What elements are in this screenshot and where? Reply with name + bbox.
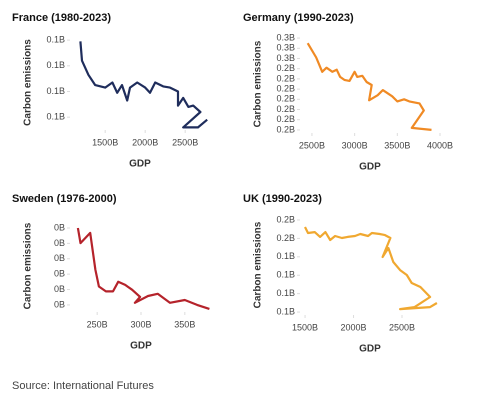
y-axis-label: Carbon emissions bbox=[23, 222, 34, 309]
x-tick-label: 1500B bbox=[92, 137, 118, 147]
y-tick-label: 0.3B bbox=[276, 43, 295, 53]
x-tick-label: 3000B bbox=[342, 140, 368, 150]
x-axis-label: GDP bbox=[359, 162, 381, 173]
panel-title: France (1980-2023) bbox=[12, 12, 111, 24]
y-tick-label: 0.3B bbox=[276, 32, 295, 42]
x-tick-label: 2000B bbox=[132, 137, 158, 147]
y-tick-label: 0.2B bbox=[276, 94, 295, 104]
x-tick-label: 4000B bbox=[427, 140, 453, 150]
y-tick-label: 0.1B bbox=[46, 86, 65, 96]
y-tick-label: 0B bbox=[54, 299, 65, 309]
x-tick-label: 2500B bbox=[299, 140, 325, 150]
y-tick-label: 0.1B bbox=[46, 60, 65, 70]
y-tick-label: 0B bbox=[54, 284, 65, 294]
data-line bbox=[76, 227, 210, 310]
y-tick-label: 0.1B bbox=[276, 251, 295, 261]
y-axis-label: Carbon emissions bbox=[253, 221, 264, 308]
x-tick-label: 2000B bbox=[341, 322, 367, 332]
x-tick-label: 250B bbox=[87, 319, 108, 329]
y-tick-label: 0.1B bbox=[276, 306, 295, 316]
x-axis-label: GDP bbox=[130, 341, 152, 352]
y-tick-label: 0B bbox=[54, 269, 65, 279]
y-tick-label: 0B bbox=[54, 253, 65, 263]
y-tick-label: 0.2B bbox=[276, 124, 295, 134]
y-tick-label: 0.1B bbox=[46, 112, 65, 122]
data-line bbox=[79, 41, 208, 129]
data-line bbox=[304, 226, 438, 311]
y-tick-label: 0.1B bbox=[276, 270, 295, 280]
y-tick-label: 0.2B bbox=[276, 83, 295, 93]
y-axis-label: Carbon emissions bbox=[23, 39, 34, 126]
y-axis-label: Carbon emissions bbox=[253, 40, 264, 127]
x-tick-label: 300B bbox=[130, 319, 151, 329]
y-tick-label: 0.2B bbox=[276, 114, 295, 124]
y-tick-label: 0B bbox=[54, 238, 65, 248]
y-tick-label: 0.2B bbox=[276, 63, 295, 73]
y-tick-label: 0.2B bbox=[276, 104, 295, 114]
panel-title: UK (1990-2023) bbox=[243, 193, 322, 205]
y-tick-label: 0.1B bbox=[276, 288, 295, 298]
y-tick-label: 0.2B bbox=[276, 214, 295, 224]
x-tick-label: 1500B bbox=[292, 322, 318, 332]
y-tick-label: 0.3B bbox=[276, 53, 295, 63]
y-tick-label: 0.1B bbox=[46, 35, 65, 45]
x-tick-label: 350B bbox=[174, 319, 195, 329]
y-tick-label: 0.2B bbox=[276, 233, 295, 243]
panel-title: Sweden (1976-2000) bbox=[12, 193, 117, 205]
data-line bbox=[306, 42, 432, 131]
y-tick-label: 0.2B bbox=[276, 73, 295, 83]
x-axis-label: GDP bbox=[359, 344, 381, 355]
x-tick-label: 3500B bbox=[384, 140, 410, 150]
panel-title: Germany (1990-2023) bbox=[243, 12, 354, 24]
x-axis-label: GDP bbox=[129, 159, 151, 170]
y-tick-label: 0B bbox=[54, 222, 65, 232]
source: Source: International Futures bbox=[12, 380, 154, 392]
x-tick-label: 2500B bbox=[172, 137, 198, 147]
x-tick-label: 2500B bbox=[389, 322, 415, 332]
